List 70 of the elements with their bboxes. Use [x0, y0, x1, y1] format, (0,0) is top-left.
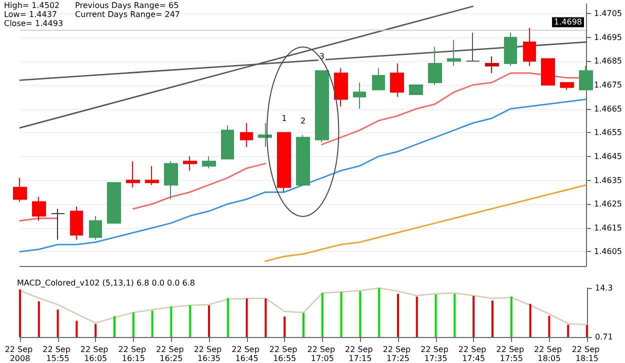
candlestick — [428, 46, 442, 86]
candlestick — [13, 177, 27, 202]
candlestick — [523, 27, 536, 66]
candlestick — [315, 70, 329, 143]
candlestick — [164, 160, 178, 200]
x-tick-label: 22 Sep 17:05 — [307, 345, 338, 363]
candlestick — [541, 58, 555, 86]
candlestick — [145, 165, 159, 186]
candlestick — [126, 160, 140, 188]
chart-title: MACD_Colored_v102 (5,13,1) 6.8 0.0 0.0 6.8 — [17, 278, 195, 288]
candlestick — [334, 68, 348, 107]
candlestick — [240, 122, 253, 148]
candlestick — [504, 32, 517, 66]
x-tick-label: 22 Sep 16:05 — [80, 345, 111, 363]
y-tick-label: 1.4615 — [594, 223, 622, 232]
x-tick-label: 22 Sep 16:25 — [156, 345, 186, 363]
candlestick — [89, 215, 102, 240]
x-tick-label: 22 Sep 18:15 — [572, 345, 602, 363]
candlestick — [277, 132, 291, 193]
y-tick-label: 1.4625 — [594, 200, 622, 209]
x-tick-label: 22 Sep 2008 — [4, 345, 36, 363]
line-series — [19, 98, 587, 252]
candlestick — [32, 196, 46, 222]
annotation: High= 1.4502 — [4, 1, 61, 10]
y-tick-label: 1.4665 — [594, 104, 622, 114]
candlestick — [202, 156, 216, 169]
y-tick-label: 0.71 — [595, 332, 613, 342]
candlestick — [51, 208, 65, 240]
annotation: Close= 1.4493 — [4, 19, 64, 28]
y-tick-label: 1.4645 — [594, 152, 622, 161]
candlestick — [107, 182, 121, 224]
x-tick-label: 22 Sep 17:15 — [345, 345, 376, 363]
line-series — [264, 184, 587, 262]
x-tick-label: 22 Sep 17:45 — [458, 345, 489, 363]
x-tick-label: 22 Sep 17:55 — [496, 345, 527, 363]
candlestick — [372, 68, 385, 90]
y-tick-label: 1.4655 — [594, 128, 622, 138]
candlestick — [353, 82, 366, 110]
candlestick — [390, 63, 404, 98]
y-tick-label: 14.3 — [595, 284, 613, 292]
text: 1 — [282, 114, 287, 124]
x-tick-label: 22 Sep 15:55 — [42, 345, 73, 363]
candlestick — [296, 134, 310, 186]
annotation: Low= 1.4437 — [4, 10, 58, 19]
candlestick — [258, 122, 272, 148]
x-tick-label: 22 Sep 16:35 — [194, 345, 224, 363]
candlestick — [485, 56, 499, 74]
text: 2 — [300, 116, 306, 126]
candlestick — [70, 206, 83, 240]
candlestick — [447, 39, 461, 66]
line-series — [19, 287, 588, 326]
ref-line-label: 1.4698 — [554, 18, 582, 27]
candlestick — [183, 156, 197, 172]
x-tick-label: 22 Sep 16:45 — [232, 345, 262, 363]
candlestick — [560, 82, 574, 90]
x-tick-label: 22 Sep 18:05 — [534, 345, 564, 363]
y-tick-label: 1.4705 — [594, 9, 622, 18]
annotation: Previous Days Range= 65 — [75, 1, 180, 10]
y-tick-label: 1.4675 — [594, 80, 622, 90]
y-tick-label: 1.4635 — [594, 176, 622, 185]
candlestick — [221, 124, 234, 160]
x-tick-label: 22 Sep 16:55 — [269, 345, 300, 363]
candlestick — [409, 84, 423, 96]
x-tick-label: 22 Sep 16:15 — [118, 345, 149, 363]
y-tick-label: 1.4695 — [594, 32, 622, 42]
y-tick-label: 1.4605 — [594, 247, 622, 256]
x-tick-label: 22 Sep 17:25 — [382, 345, 414, 363]
x-tick-label: 22 Sep 17:35 — [420, 345, 451, 363]
y-tick-label: 1.4685 — [594, 56, 622, 66]
annotation: Current Days Range= 247 — [75, 10, 180, 19]
